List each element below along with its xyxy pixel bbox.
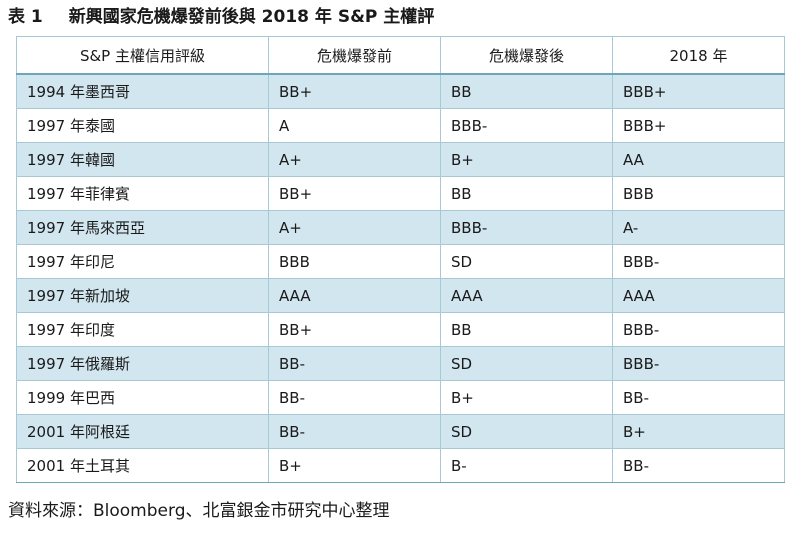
country-cell: 1997 年印尼: [16, 244, 269, 279]
table-caption: 表 1 新興國家危機爆發前後與 2018 年 S&P 主權評: [8, 4, 434, 30]
rating-2018-cell: AAA: [612, 278, 785, 313]
rating-after-cell: B-: [440, 448, 613, 483]
rating-2018-cell: BBB+: [612, 73, 785, 109]
table-row: 1997 年俄羅斯 BB- SD BBB-: [16, 346, 785, 381]
rating-before-cell: BB-: [268, 346, 441, 381]
country-cell: 1997 年俄羅斯: [16, 346, 269, 381]
table-row: 1997 年馬來西亞 A+ BBB- A-: [16, 210, 785, 245]
rating-2018-cell: BBB-: [612, 244, 785, 279]
table-title: 新興國家危機爆發前後與 2018 年 S&P 主權評: [68, 7, 435, 27]
country-cell: 1997 年新加坡: [16, 278, 269, 313]
rating-after-cell: BBB-: [440, 210, 613, 245]
table-body: 1994 年墨西哥 BB+ BB BBB+ 1997 年泰國 A BBB- BB…: [16, 73, 785, 483]
rating-2018-cell: BBB+: [612, 108, 785, 143]
country-cell: 1994 年墨西哥: [16, 73, 269, 109]
country-cell: 1999 年巴西: [16, 380, 269, 415]
rating-before-cell: BB+: [268, 73, 441, 109]
rating-after-cell: BB: [440, 176, 613, 211]
table-row: 1997 年韓國 A+ B+ AA: [16, 142, 785, 177]
rating-after-cell: SD: [440, 414, 613, 449]
table-row: 2001 年阿根廷 BB- SD B+: [16, 414, 785, 449]
rating-before-cell: BBB: [268, 244, 441, 279]
rating-after-cell: BBB-: [440, 108, 613, 143]
rating-after-cell: SD: [440, 346, 613, 381]
table-row: 1994 年墨西哥 BB+ BB BBB+: [16, 73, 785, 109]
column-header-before-crisis: 危機爆發前: [268, 36, 441, 75]
country-cell: 1997 年泰國: [16, 108, 269, 143]
rating-before-cell: A+: [268, 210, 441, 245]
table-row: 1997 年新加坡 AAA AAA AAA: [16, 278, 785, 313]
source-note: 資料來源：Bloomberg、北富銀金市研究中心整理: [8, 501, 390, 521]
rating-after-cell: B+: [440, 142, 613, 177]
table-row: 1997 年印尼 BBB SD BBB-: [16, 244, 785, 279]
rating-before-cell: AAA: [268, 278, 441, 313]
table-row: 1997 年泰國 A BBB- BBB+: [16, 108, 785, 143]
country-cell: 1997 年印度: [16, 312, 269, 347]
country-cell: 1997 年韓國: [16, 142, 269, 177]
rating-after-cell: SD: [440, 244, 613, 279]
country-cell: 1997 年菲律賓: [16, 176, 269, 211]
rating-after-cell: B+: [440, 380, 613, 415]
table-row: 1997 年菲律賓 BB+ BB BBB: [16, 176, 785, 211]
table-row: 1999 年巴西 BB- B+ BB-: [16, 380, 785, 415]
rating-after-cell: BB: [440, 312, 613, 347]
country-cell: 1997 年馬來西亞: [16, 210, 269, 245]
column-header-2018: 2018 年: [612, 36, 785, 75]
rating-2018-cell: A-: [612, 210, 785, 245]
rating-2018-cell: AA: [612, 142, 785, 177]
rating-before-cell: B+: [268, 448, 441, 483]
rating-2018-cell: BB-: [612, 448, 785, 483]
column-header-rating: S&P 主權信用評級: [16, 36, 269, 75]
rating-before-cell: BB+: [268, 176, 441, 211]
column-header-after-crisis: 危機爆發後: [440, 36, 613, 75]
rating-after-cell: AAA: [440, 278, 613, 313]
rating-before-cell: A+: [268, 142, 441, 177]
rating-2018-cell: BB-: [612, 380, 785, 415]
rating-after-cell: BB: [440, 73, 613, 109]
rating-2018-cell: BBB-: [612, 312, 785, 347]
header-row: S&P 主權信用評級 危機爆發前 危機爆發後 2018 年: [16, 36, 785, 75]
rating-before-cell: BB-: [268, 380, 441, 415]
rating-before-cell: A: [268, 108, 441, 143]
table-number: 表 1: [8, 7, 43, 27]
table-row: 1997 年印度 BB+ BB BBB-: [16, 312, 785, 347]
rating-before-cell: BB+: [268, 312, 441, 347]
rating-2018-cell: B+: [612, 414, 785, 449]
table-row: 2001 年土耳其 B+ B- BB-: [16, 448, 785, 483]
rating-before-cell: BB-: [268, 414, 441, 449]
country-cell: 2001 年阿根廷: [16, 414, 269, 449]
sovereign-ratings-table: S&P 主權信用評級 危機爆發前 危機爆發後 2018 年 1994 年墨西哥 …: [16, 36, 785, 483]
rating-2018-cell: BBB-: [612, 346, 785, 381]
rating-2018-cell: BBB: [612, 176, 785, 211]
country-cell: 2001 年土耳其: [16, 448, 269, 483]
